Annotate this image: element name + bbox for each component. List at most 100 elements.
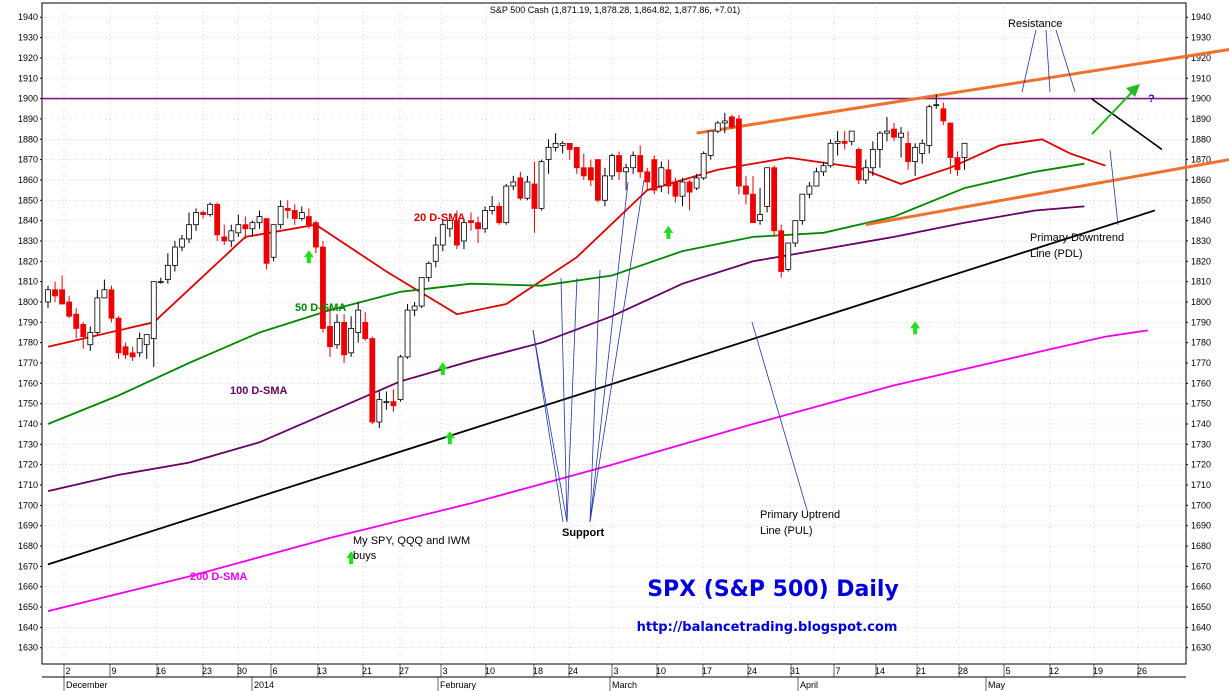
sma-line (47, 329, 1148, 612)
candle-body (566, 142, 573, 150)
y-tick-label: 1760 (18, 378, 38, 388)
support-callout (589, 181, 629, 523)
y-tick-label: 1870 (18, 155, 38, 165)
candle-body (813, 171, 820, 187)
y-tick-label: 1840 (18, 216, 38, 226)
y-tick-label: 1690 (1191, 521, 1211, 531)
candle-body (355, 309, 362, 333)
candle-body (101, 289, 108, 299)
y-tick-label: 1670 (1191, 561, 1211, 571)
candle-body (700, 153, 707, 179)
candle-body (228, 230, 235, 242)
y-tick-label: 1760 (1191, 378, 1211, 388)
y-tick-label: 1830 (1191, 236, 1211, 246)
sma50-label: 50 D-SMA (295, 302, 346, 314)
support-callout (566, 277, 578, 523)
x-tick-label: 13 (317, 666, 327, 676)
candle-body (905, 142, 911, 163)
y-tick-label: 1730 (18, 439, 38, 449)
candle-body (320, 246, 326, 329)
candle-body (693, 177, 700, 189)
channel-lower-line (865, 158, 1229, 227)
candle-body (672, 181, 679, 197)
x-tick-label: 27 (399, 666, 409, 676)
buys-label-line1: My SPY, QQQ and IWM (353, 535, 470, 547)
y-tick-label: 1820 (18, 256, 38, 266)
candle-body (623, 167, 629, 173)
buy-arrow-icon (910, 321, 921, 335)
candle-body (59, 289, 65, 305)
y-tick-label: 1780 (1191, 338, 1211, 348)
sma20-label: 20 D-SMA (414, 212, 465, 224)
candle-body (52, 289, 58, 297)
candle-body (707, 130, 714, 156)
support-callout (589, 179, 645, 523)
candle-body (926, 106, 933, 146)
y-tick-label: 1940 (1191, 12, 1211, 22)
candle-body (45, 289, 51, 303)
y-tick-label: 1690 (18, 521, 38, 531)
sma200-label: 200 D-SMA (190, 571, 248, 583)
candle-body (369, 338, 376, 423)
candle-body (862, 167, 869, 181)
candle-body (284, 208, 291, 211)
candle-body (87, 332, 94, 346)
candle-body (827, 142, 834, 167)
x-month-label: May (988, 680, 1006, 690)
candle-body (200, 212, 207, 215)
candle-body (658, 167, 665, 187)
candle-body (898, 132, 904, 138)
candle-body (453, 220, 460, 246)
x-tick-label: 10 (656, 666, 666, 676)
candle-body (496, 205, 503, 224)
candle-body (446, 220, 453, 230)
y-tick-label: 1790 (18, 317, 38, 327)
candle-body (736, 118, 742, 187)
x-tick-label: 26 (1137, 666, 1147, 676)
y-tick-label: 1860 (1191, 175, 1211, 185)
pul-label-line2: Line (PUL) (760, 525, 813, 537)
y-tick-label: 1650 (18, 602, 38, 612)
x-tick-label: 28 (958, 666, 968, 676)
candle-body (644, 171, 651, 183)
candle-body (277, 205, 284, 226)
y-tick-label: 1740 (18, 419, 38, 429)
candle-body (771, 167, 778, 232)
candle-body (157, 281, 164, 284)
y-tick-label: 1810 (1191, 277, 1211, 287)
y-tick-label: 1700 (18, 500, 38, 510)
buy-arrows (303, 225, 921, 565)
candle-body (397, 356, 404, 400)
candle-body (475, 222, 481, 230)
x-tick-label: 10 (485, 666, 495, 676)
candle-body (573, 147, 580, 169)
candle-body (524, 181, 531, 199)
candle-body (679, 181, 686, 197)
candle-body (961, 142, 968, 158)
y-tick-label: 1670 (18, 561, 38, 571)
candle-body (129, 352, 136, 358)
candle-body (721, 120, 728, 124)
candle-body (242, 224, 249, 230)
candle-body (531, 183, 538, 209)
candle-body (686, 181, 693, 193)
candles (45, 94, 968, 429)
y-tick-label: 1890 (1191, 114, 1211, 124)
y-tick-label: 1940 (18, 12, 38, 22)
buy-arrow-icon (444, 431, 455, 445)
y-tick-label: 1910 (1191, 73, 1211, 83)
pul-callout (751, 321, 808, 511)
y-tick-label: 1830 (18, 236, 38, 246)
channel-upper-line (696, 48, 1229, 135)
candle-body (66, 301, 73, 317)
candle-body (390, 401, 397, 407)
candle-body (186, 224, 192, 240)
candle-body (884, 130, 890, 134)
y-tick-label: 1720 (1191, 460, 1211, 470)
y-tick-label: 1900 (1191, 94, 1211, 104)
candle-body (778, 230, 785, 272)
candle-body (418, 277, 425, 307)
x-tick-label: 6 (272, 666, 277, 676)
x-tick-label: 21 (362, 666, 372, 676)
